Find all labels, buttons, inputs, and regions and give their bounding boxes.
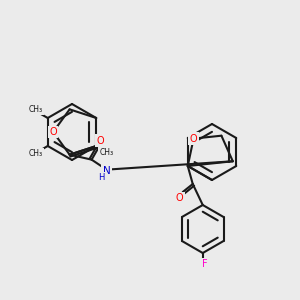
- Text: F: F: [202, 259, 208, 269]
- Text: CH₃: CH₃: [28, 104, 43, 113]
- Text: O: O: [190, 134, 197, 144]
- Text: O: O: [97, 136, 104, 146]
- Text: CH₃: CH₃: [100, 148, 114, 157]
- Text: CH₃: CH₃: [28, 149, 43, 158]
- Text: N: N: [103, 166, 110, 176]
- Text: O: O: [176, 193, 184, 203]
- Text: O: O: [49, 127, 57, 137]
- Text: H: H: [98, 173, 105, 182]
